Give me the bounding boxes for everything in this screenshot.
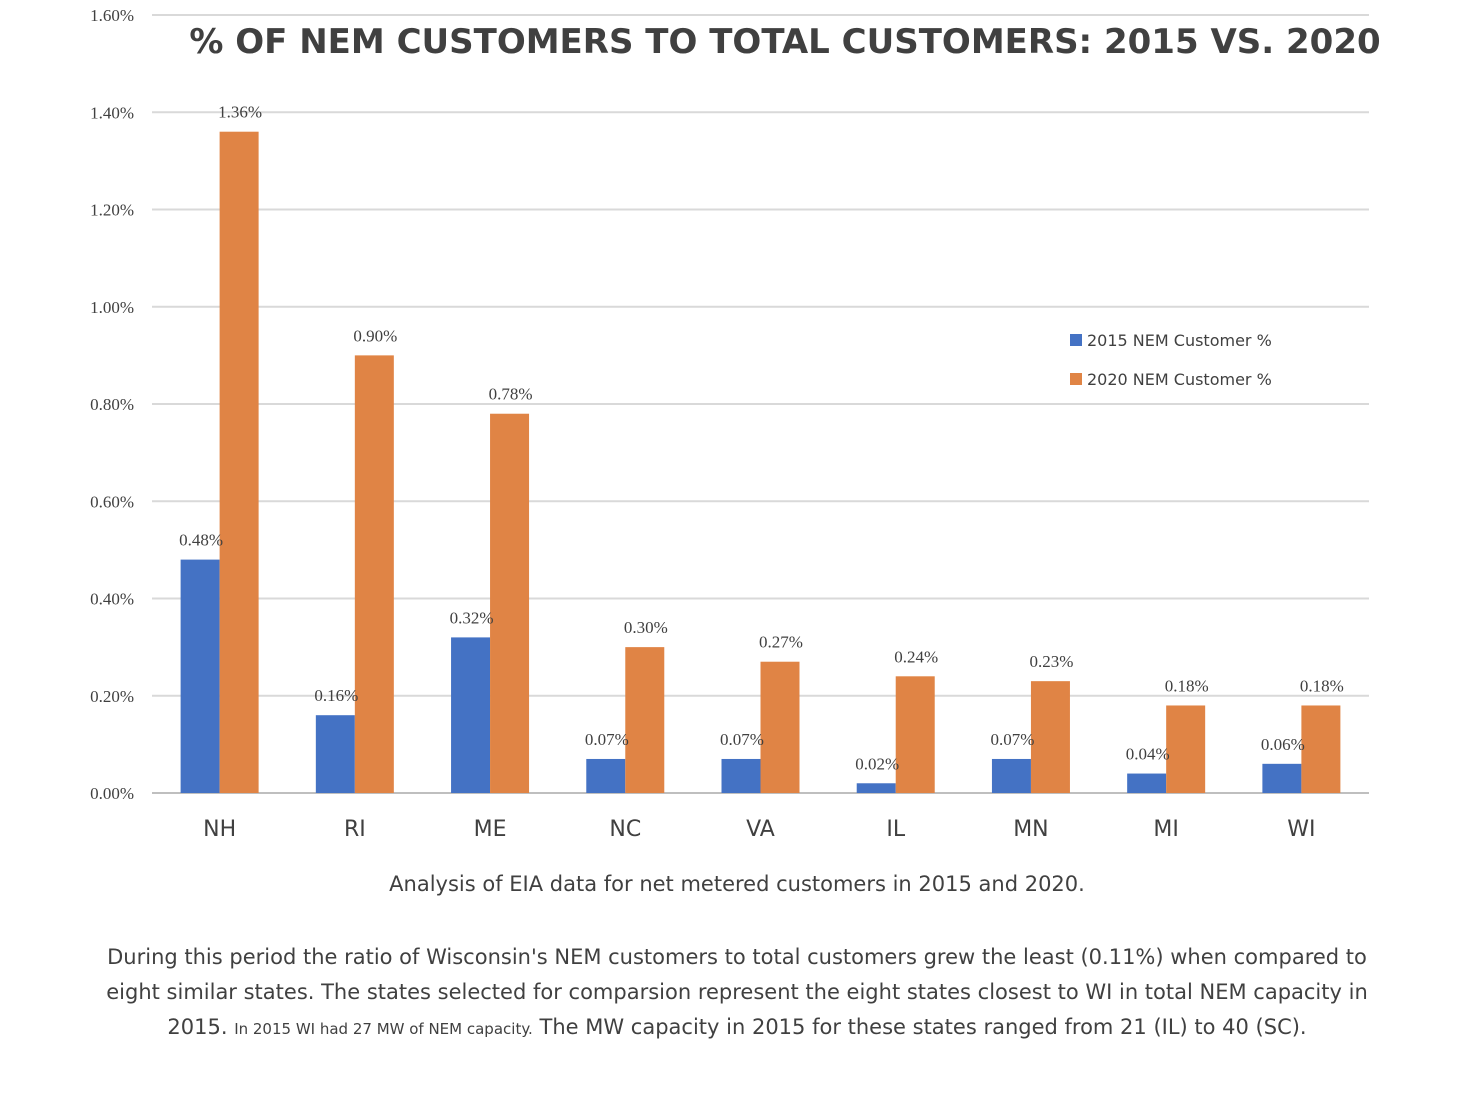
data-label-2020: 0.23% <box>1029 652 1073 671</box>
caption-description-small: In 2015 WI had 27 MW of NEM capacity. <box>234 1020 533 1038</box>
data-label-2015: 0.48% <box>179 531 223 550</box>
caption-description: During this period the ratio of Wisconsi… <box>0 940 1474 1047</box>
bars <box>180 131 1341 793</box>
data-label-2015: 0.02% <box>855 754 899 773</box>
bar-2015 <box>1262 763 1302 793</box>
data-label-2020: 0.90% <box>353 326 397 345</box>
bar-2015 <box>991 758 1031 793</box>
caption-description-a: During this period the ratio of Wisconsi… <box>106 945 1368 1039</box>
y-axis-ticks: 0.00% 0.20% 0.40% 0.60% 0.80% 1.00% 1.20% 1.40%… <box>90 6 134 803</box>
bar-2015 <box>180 559 220 793</box>
bar-2020 <box>895 676 935 793</box>
data-label-2020: 0.27% <box>759 633 803 652</box>
x-category-label: NC <box>609 817 641 842</box>
bar-2020 <box>490 413 530 793</box>
data-label-2020: 0.78% <box>489 385 533 404</box>
caption-analysis: Analysis of EIA data for net metered cus… <box>389 872 1085 896</box>
data-label-2015: 0.32% <box>450 608 494 627</box>
x-category-label: MN <box>1013 817 1048 842</box>
legend-swatch <box>1070 373 1082 385</box>
data-label-2020: 1.36% <box>218 103 262 122</box>
data-label-2020: 0.30% <box>624 618 668 637</box>
x-category-label: NH <box>203 817 236 842</box>
legend-label: 2015 NEM Customer % <box>1087 331 1272 350</box>
y-tick-label: 0.00% <box>90 784 134 803</box>
chart-title: % OF NEM CUSTOMERS TO TOTAL CUSTOMERS: 2… <box>189 22 1380 62</box>
y-tick-label: 1.00% <box>90 298 134 317</box>
bar-2015 <box>586 758 626 793</box>
legend-label: 2020 NEM Customer % <box>1087 370 1272 389</box>
chart: 0.00% 0.20% 0.40% 0.60% 0.80% 1.00% 1.20% 1.40%… <box>90 6 1381 842</box>
bar-2020 <box>1166 705 1206 793</box>
bar-2020 <box>1030 681 1070 793</box>
data-labels: 0.48% 1.36% 0.16% 0.90% 0.32% 0.78% 0.07% 0.30%… <box>179 103 1344 774</box>
legend-swatch <box>1070 334 1082 346</box>
bar-2015 <box>856 783 896 793</box>
data-label-2015: 0.07% <box>585 730 629 749</box>
bar-2020 <box>1301 705 1341 793</box>
x-category-label: VA <box>746 817 775 842</box>
data-label-2015: 0.06% <box>1261 735 1305 754</box>
data-label-2020: 0.18% <box>1300 676 1344 695</box>
y-tick-label: 1.20% <box>90 201 134 220</box>
x-category-label: IL <box>886 817 905 842</box>
y-tick-label: 0.80% <box>90 395 134 414</box>
x-category-label: RI <box>344 817 366 842</box>
data-label-2015: 0.16% <box>314 686 358 705</box>
data-label-2020: 0.18% <box>1165 676 1209 695</box>
bar-2015 <box>1127 773 1167 793</box>
x-category-label: MI <box>1153 817 1178 842</box>
y-tick-label: 0.40% <box>90 590 134 609</box>
data-label-2015: 0.07% <box>990 730 1034 749</box>
bar-2020 <box>760 661 800 793</box>
data-label-2020: 0.24% <box>894 647 938 666</box>
bar-2015 <box>721 758 761 793</box>
bar-2020 <box>625 647 665 793</box>
x-axis-categories: NH RI ME NC VA IL MN MI WI <box>203 817 1315 842</box>
x-category-label: WI <box>1287 817 1315 842</box>
y-tick-label: 0.60% <box>90 492 134 511</box>
y-tick-label: 1.40% <box>90 103 134 122</box>
bar-2015 <box>451 637 491 793</box>
x-category-label: ME <box>474 817 507 842</box>
bar-2020 <box>219 131 259 793</box>
caption-description-b: The MW capacity in 2015 for these states… <box>539 1015 1307 1039</box>
bar-2020 <box>354 355 394 793</box>
legend: 2015 NEM Customer % 2020 NEM Customer % <box>1070 331 1272 389</box>
data-label-2015: 0.04% <box>1126 745 1170 764</box>
bar-2015 <box>315 715 355 793</box>
y-tick-label: 0.20% <box>90 687 134 706</box>
data-label-2015: 0.07% <box>720 730 764 749</box>
y-tick-label: 1.60% <box>90 6 134 25</box>
